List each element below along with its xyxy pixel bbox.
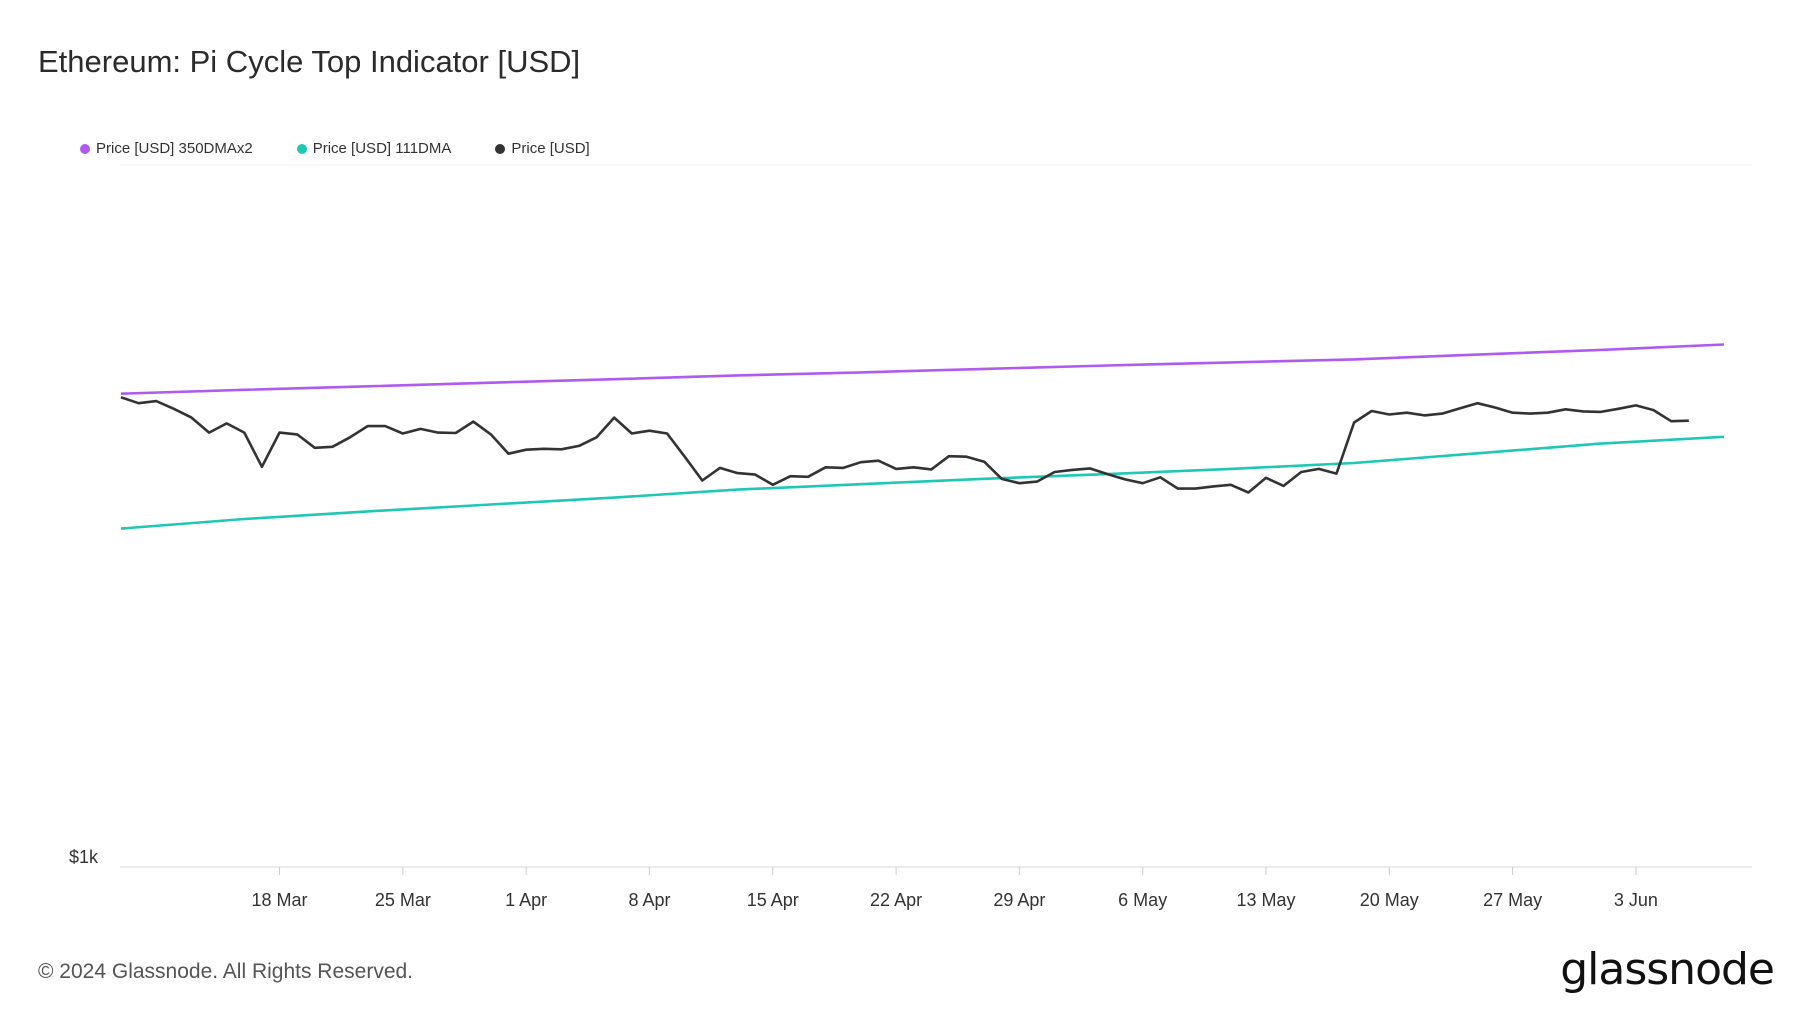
legend-dot-350dma (80, 143, 90, 154)
legend-dot-111dma (296, 143, 307, 154)
x-tick-label: 13 May (1236, 890, 1295, 910)
x-tick-label: 29 Apr (993, 890, 1045, 910)
legend-item-111dma[interactable]: Price [USD] 111DMA (296, 140, 452, 157)
series-lines (120, 343, 1725, 530)
x-tick-label: 6 May (1118, 890, 1167, 910)
glassnode-logo[interactable]: glassnode (1560, 944, 1775, 995)
x-tick-label: 15 Apr (747, 890, 799, 910)
y-axis-ticks: $1k (69, 847, 99, 867)
chart-title: Ethereum: Pi Cycle Top Indicator [USD] (38, 44, 581, 79)
x-tick-label: 27 May (1483, 890, 1542, 910)
legend-item-350dma[interactable]: Price [USD] 350DMAx2 (80, 140, 253, 157)
y-tick-label: $1k (69, 847, 99, 867)
copyright-footer: © 2024 Glassnode. All Rights Reserved. (38, 960, 414, 983)
chart-legend: Price [USD] 350DMAx2 Price [USD] 111DMA … (80, 140, 590, 157)
x-tick-label: 1 Apr (505, 890, 547, 910)
legend-dot-price (495, 143, 506, 154)
series-line-350dmax2[interactable] (120, 343, 1725, 395)
legend-label-price: Price [USD] (511, 140, 590, 157)
series-line-price[interactable] (120, 396, 1689, 494)
legend-label-111dma: Price [USD] 111DMA (312, 140, 452, 157)
series-line-111dma[interactable] (120, 435, 1725, 530)
legend-label-350dma: Price [USD] 350DMAx2 (96, 140, 253, 157)
legend-item-price[interactable]: Price [USD] (495, 140, 590, 157)
x-tick-label: 20 May (1360, 890, 1419, 910)
x-tick-label: 25 Mar (375, 890, 431, 910)
x-tick-label: 8 Apr (628, 890, 670, 910)
x-tick-label: 3 Jun (1614, 890, 1658, 910)
x-tick-label: 18 Mar (252, 890, 308, 910)
x-axis-ticks: 18 Mar 25 Mar 1 Apr 8 Apr 15 Apr 22 Apr 29 Apr… (252, 867, 1658, 910)
x-tick-label: 22 Apr (870, 890, 922, 910)
